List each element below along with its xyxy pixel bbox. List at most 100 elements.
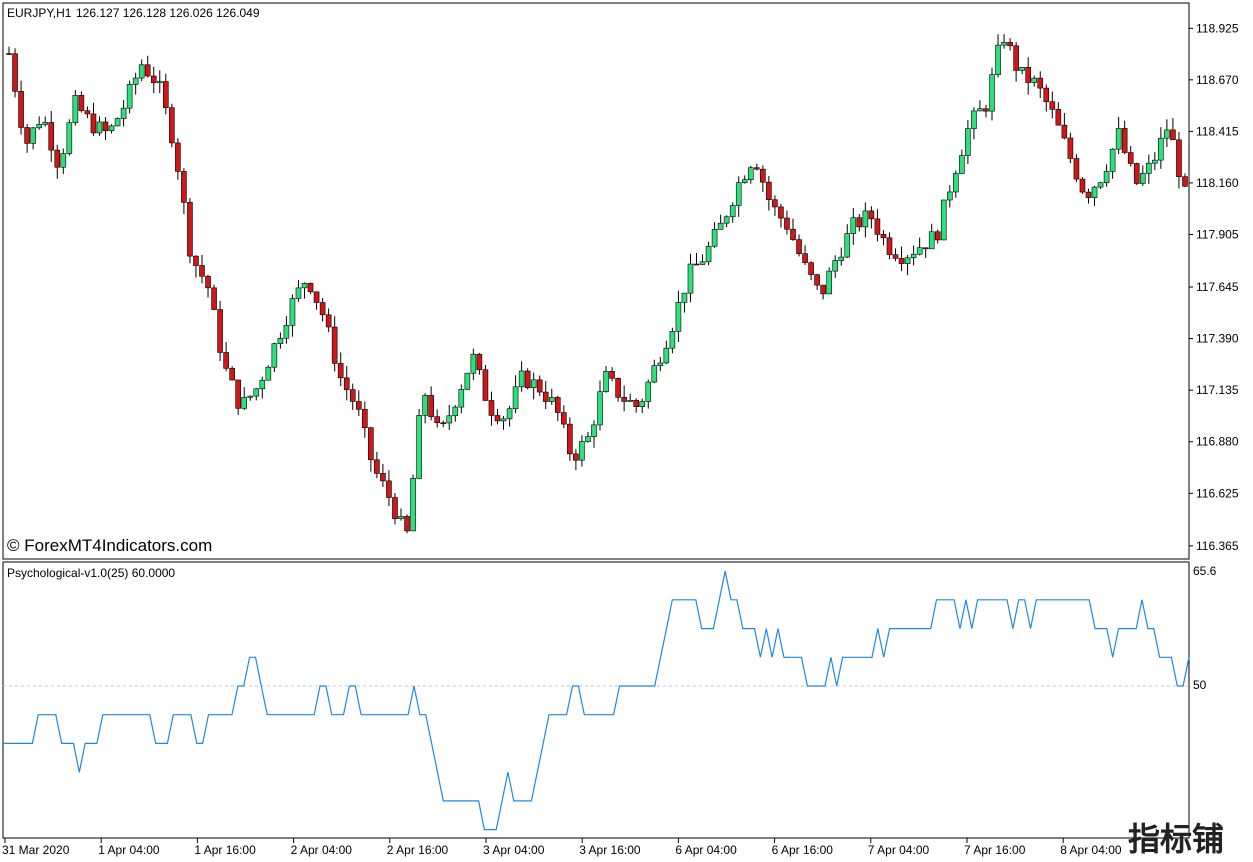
candle bbox=[156, 70, 163, 94]
candle bbox=[277, 332, 284, 349]
candle-body bbox=[518, 370, 525, 388]
candle-body bbox=[132, 77, 139, 85]
candle bbox=[54, 144, 61, 179]
candle bbox=[681, 292, 688, 313]
candle-body bbox=[1055, 109, 1062, 126]
candle-body bbox=[241, 397, 248, 409]
candle bbox=[850, 208, 857, 245]
candle bbox=[995, 34, 1001, 78]
candle-body bbox=[627, 399, 633, 402]
candle bbox=[669, 327, 676, 354]
candle-body bbox=[500, 418, 507, 422]
candle-body bbox=[934, 231, 941, 241]
candle-body bbox=[235, 379, 241, 409]
candle bbox=[573, 449, 579, 471]
candle bbox=[760, 165, 766, 193]
candle-body bbox=[766, 181, 772, 200]
candle-body bbox=[548, 397, 555, 402]
candle bbox=[1164, 119, 1170, 147]
candle bbox=[536, 375, 543, 396]
indicator-pane[interactable] bbox=[2, 561, 1190, 839]
candle-body bbox=[30, 127, 36, 144]
candle-body bbox=[163, 81, 169, 108]
price-tick-label: 118.415 bbox=[1196, 124, 1239, 138]
candle bbox=[1079, 177, 1086, 194]
candle-body bbox=[995, 44, 1001, 76]
candle bbox=[1073, 154, 1080, 183]
site-stamp: 指标铺 bbox=[1128, 820, 1224, 858]
candle bbox=[747, 165, 754, 184]
candle-body bbox=[6, 53, 12, 55]
candle-body bbox=[555, 397, 561, 413]
candle-body bbox=[283, 325, 290, 339]
watermark: © ForexMT4Indicators.com bbox=[7, 536, 212, 555]
candle bbox=[434, 409, 440, 428]
candle bbox=[615, 377, 621, 402]
candle bbox=[579, 435, 585, 467]
candle-body bbox=[772, 199, 778, 208]
candle-body bbox=[651, 365, 658, 383]
candle-body bbox=[1121, 128, 1128, 153]
candle bbox=[1127, 146, 1134, 167]
candle-body bbox=[808, 262, 814, 275]
candle-body bbox=[657, 362, 664, 366]
candle-body bbox=[573, 453, 579, 461]
candle-body bbox=[42, 122, 48, 125]
candle bbox=[1001, 34, 1007, 49]
candle-body bbox=[476, 353, 483, 371]
time-tick-label: 2 Apr 16:00 bbox=[387, 843, 449, 857]
candle bbox=[772, 195, 778, 216]
candle bbox=[144, 55, 151, 78]
candle-body bbox=[488, 400, 495, 416]
candle bbox=[645, 379, 652, 409]
candle-body bbox=[838, 256, 845, 261]
candle bbox=[561, 405, 567, 429]
indicator-top-label: 65.6 bbox=[1193, 564, 1217, 578]
candle bbox=[916, 237, 923, 256]
candle-body bbox=[217, 309, 223, 353]
candle-body bbox=[96, 121, 103, 134]
candle-body bbox=[802, 253, 808, 263]
candle bbox=[922, 247, 929, 258]
candle bbox=[319, 297, 326, 322]
candle-body bbox=[1152, 159, 1158, 164]
candle bbox=[78, 91, 85, 113]
time-tick-label: 31 Mar 2020 bbox=[2, 843, 70, 857]
price-tick-label: 116.365 bbox=[1196, 539, 1239, 553]
candle-body bbox=[971, 110, 977, 129]
candle bbox=[651, 359, 658, 384]
candle bbox=[325, 308, 332, 333]
candle-body bbox=[18, 91, 24, 128]
candle-body bbox=[579, 441, 585, 461]
candle bbox=[452, 405, 459, 422]
candle bbox=[355, 390, 362, 416]
candle bbox=[946, 185, 953, 208]
candle-body bbox=[621, 397, 627, 402]
candle bbox=[585, 431, 591, 443]
candle bbox=[482, 365, 489, 401]
candle-body bbox=[747, 167, 754, 180]
candle-body bbox=[826, 270, 832, 295]
price-tick-label: 118.160 bbox=[1196, 176, 1239, 190]
price-pane[interactable] bbox=[2, 2, 1190, 560]
candle-body bbox=[464, 372, 471, 390]
candle-body bbox=[1170, 129, 1176, 141]
candle-body bbox=[977, 108, 983, 112]
candle-body bbox=[331, 326, 338, 364]
candle-body bbox=[699, 261, 706, 265]
candle bbox=[24, 124, 30, 153]
candle-body bbox=[24, 127, 30, 144]
candle bbox=[693, 252, 700, 266]
candle bbox=[18, 80, 24, 135]
price-tick-label: 118.670 bbox=[1196, 73, 1239, 87]
candle bbox=[555, 395, 561, 422]
candle-body bbox=[1176, 139, 1182, 177]
candle bbox=[687, 253, 694, 303]
candle-body bbox=[639, 401, 646, 407]
candle-body bbox=[512, 386, 519, 409]
candle-body bbox=[458, 389, 465, 408]
candle bbox=[518, 361, 525, 392]
candle bbox=[132, 72, 139, 95]
candle bbox=[965, 120, 971, 164]
candle bbox=[138, 59, 145, 82]
